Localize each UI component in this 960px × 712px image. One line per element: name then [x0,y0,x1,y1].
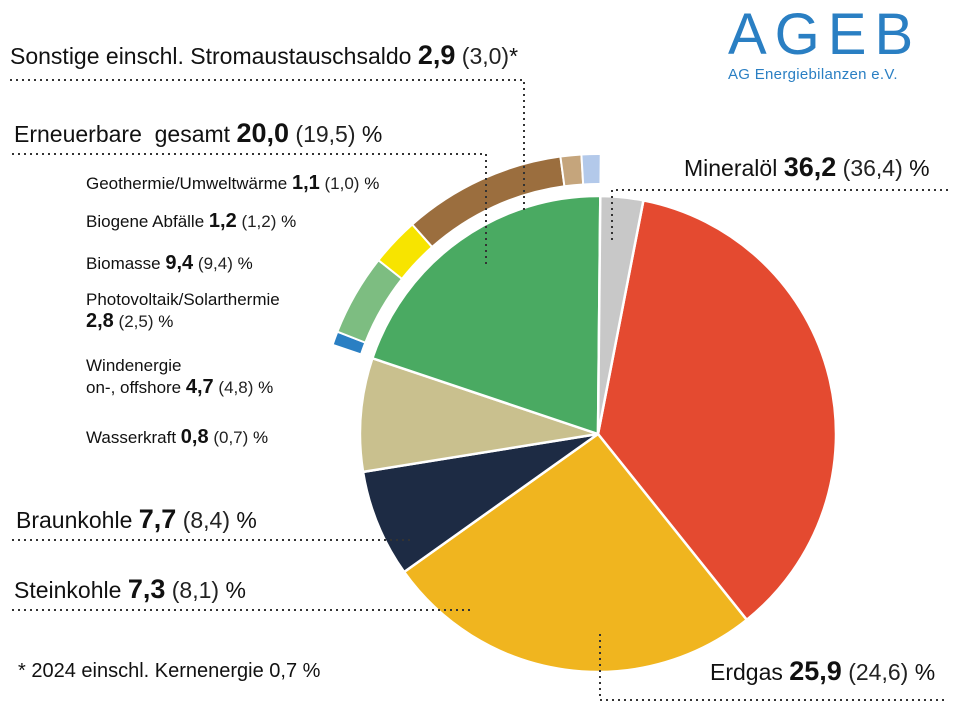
label-value: 2,9 [417,40,456,70]
label-value: 25,9 [789,656,842,686]
label-name: Mineralöl [684,155,778,181]
slice-mineraloel [596,198,838,622]
label-unit: % [909,155,930,181]
label-unit: * [509,43,519,69]
label-previous: (3,0) [461,43,510,69]
label-unit: % [158,311,174,331]
slice-erdgas [402,432,749,674]
label-previous: (1,0) [324,174,360,193]
slice-sonstige [596,194,645,435]
label-unit: % [361,121,383,147]
label-unit: % [237,254,253,273]
label-previous: (19,5) [295,121,356,147]
label-value: 20,0 [236,118,290,148]
renewables-ring [331,153,602,356]
label-unit: % [281,212,297,231]
footnote: * 2024 einschl. Kernenergie 0,7 % [18,660,321,682]
label-unit: % [914,659,936,685]
label-steinkohle: Steinkohle 7,3 (8,1) % [14,574,246,605]
label-name: Photovoltaik/Solarthermie [86,290,280,309]
label-value: 4,7 [185,375,214,398]
label-value: 7,3 [127,574,166,604]
label-unit: % [236,507,257,533]
label-value: 1,1 [291,172,320,194]
label-erneuerbare: Erneuerbare gesamt 20,0 (19,5) % [14,118,382,149]
label-geothermie: Geothermie/Umweltwärme 1,1 (1,0) % [86,172,379,195]
label-unit: % [253,428,269,447]
label-unit: % [258,377,274,397]
label-previous: (0,7) [213,428,249,447]
label-photovoltaik: Photovoltaik/Solarthermie 2,8 (2,5) % [86,290,280,333]
label-previous: (2,5) [118,311,154,331]
label-previous: (24,6) [848,659,909,685]
label-erdgas: Erdgas 25,9 (24,6) % [710,656,935,687]
label-mineraloel: Mineralöl 36,2 (36,4) % [684,152,930,183]
label-name: Wasserkraft [86,428,177,447]
label-previous: (8,1) [171,577,220,603]
label-value: 2,8 [86,309,114,332]
label-wasserkraft: Wasserkraft 0,8 (0,7) % [86,426,268,449]
leader-mineraloel [611,189,948,244]
label-sonstige: Sonstige einschl. Stromaustauschsaldo 2,… [10,40,518,71]
label-name: Braunkohle [16,507,133,533]
label-name: Steinkohle [14,577,122,603]
label-unit: % [225,577,246,603]
label-value: 36,2 [783,152,837,182]
label-name: Windenergie [86,356,182,375]
pie-slices [358,194,838,674]
label-previous: (9,4) [197,254,233,273]
slice-erneuerbare [370,194,602,436]
label-name: Sonstige einschl. Stromaustauschsaldo [10,43,412,69]
label-previous: (4,8) [218,377,254,397]
leader-lines [10,79,948,701]
slice-steinkohle [361,432,599,574]
ageb-logo: AGEB AG Energiebilanzen e.V. [728,2,922,84]
label-value: 0,8 [180,426,209,448]
label-unit: % [364,174,380,193]
subslice-biogen [559,153,585,188]
logo-subtitle: AG Energiebilanzen e.V. [728,66,898,83]
label-previous: (36,4) [842,155,903,181]
leader-erdgas [599,634,948,701]
logo-wordmark: AGEB [728,2,922,67]
slice-braunkohle [358,356,599,474]
label-value: 1,2 [208,210,237,232]
label-name: Geothermie/Umweltwärme [86,174,288,193]
label-biomasse: Biomasse 9,4 (9,4) % [86,252,253,275]
label-name: Erneuerbare gesamt [14,121,231,147]
label-braunkohle: Braunkohle 7,7 (8,4) % [16,504,257,535]
label-previous: (8,4) [182,507,230,533]
label-name-line2: on-, offshore [86,377,182,397]
label-value: 9,4 [165,252,194,274]
leader-sonstige [10,79,525,210]
leader-erneuerbare [12,153,487,268]
label-name: Erdgas [710,659,783,685]
label-windenergie: Windenergie on-, offshore 4,7 (4,8) % [86,356,273,399]
label-name: Biogene Abfälle [86,212,205,231]
label-name: Biomasse [86,254,161,273]
subslice-geo [580,153,602,186]
label-biogene-abfaelle: Biogene Abfälle 1,2 (1,2) % [86,210,296,233]
label-previous: (1,2) [241,212,277,231]
label-value: 7,7 [138,504,177,534]
